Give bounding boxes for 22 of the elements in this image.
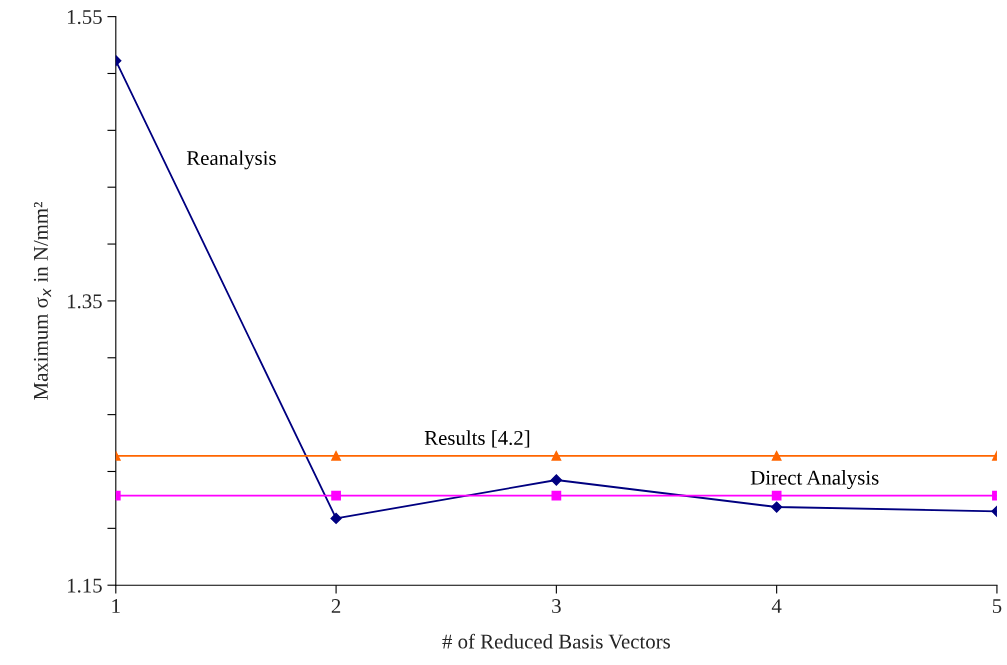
series-label: Results [4.2]: [424, 430, 530, 448]
y-tick-label: 1.15: [67, 578, 102, 593]
series-label: Direct Analysis: [750, 470, 879, 490]
y-axis-title: Maximum σ$_{x}$ in N/mm²: [33, 202, 52, 400]
x-axis-title: # of Reduced Basis Vectors: [442, 633, 670, 649]
point: [771, 490, 782, 501]
point: [771, 450, 782, 461]
point: [331, 490, 341, 501]
x-tick-label: 3: [552, 599, 561, 614]
point: [551, 490, 562, 501]
point: [771, 501, 783, 513]
point: [550, 474, 562, 486]
x-tick-label: 1: [112, 599, 120, 613]
point: [331, 450, 341, 461]
x-tick-label: 2: [331, 599, 341, 613]
series-label: Reanalysis: [186, 150, 276, 170]
point: [330, 512, 342, 524]
y-tick-label: 1.55: [67, 10, 102, 25]
point: [551, 450, 562, 461]
x-tick-label: 5: [992, 599, 1002, 614]
y-tick-label: 1.35: [67, 294, 102, 309]
x-tick-label: 4: [771, 599, 782, 613]
